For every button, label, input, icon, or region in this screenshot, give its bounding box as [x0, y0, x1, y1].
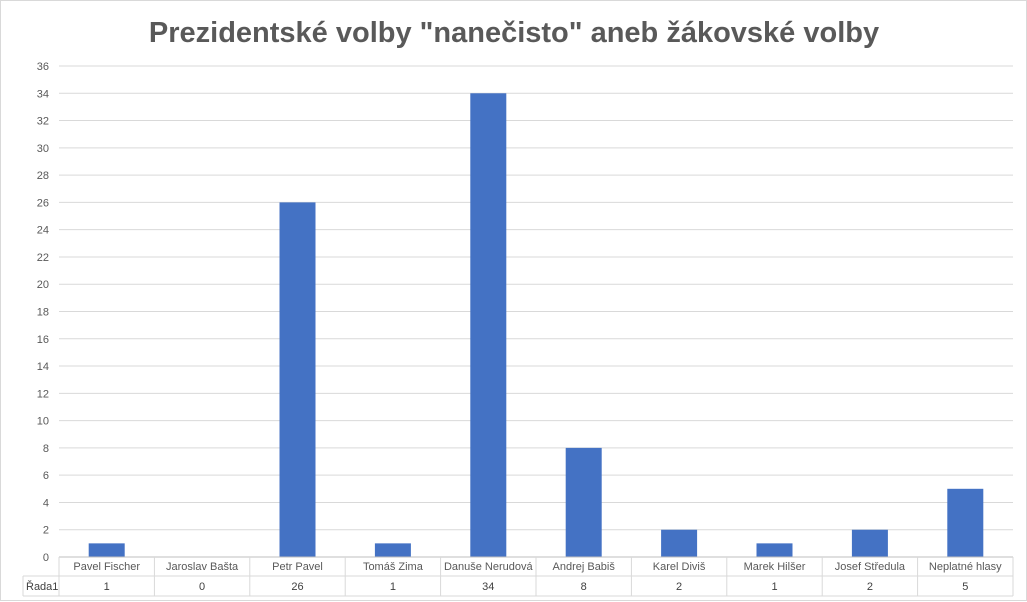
bar	[756, 543, 793, 557]
y-tick-label: 16	[37, 334, 49, 346]
bar	[851, 529, 888, 557]
category-label: Josef Středula	[835, 561, 906, 573]
bar	[947, 488, 984, 557]
category-label: Tomáš Zima	[363, 561, 424, 573]
bars	[88, 93, 984, 558]
bar	[88, 543, 125, 557]
y-tick-label: 20	[37, 279, 49, 291]
category-label: Neplatné hlasy	[929, 561, 1002, 573]
y-tick-label: 4	[43, 497, 49, 509]
table-value: 1	[771, 581, 777, 593]
category-label: Pavel Fischer	[73, 561, 140, 573]
y-tick-label: 30	[37, 143, 49, 155]
y-tick-label: 8	[43, 443, 49, 455]
y-tick-label: 32	[37, 116, 49, 128]
y-tick-label: 0	[43, 552, 49, 564]
category-label: Marek Hilšer	[744, 561, 806, 573]
y-tick-label: 10	[37, 416, 49, 428]
bar	[374, 543, 411, 557]
chart-title: Prezidentské volby "nanečisto" aneb žáko…	[149, 17, 879, 49]
category-label: Danuše Nerudová	[444, 561, 534, 573]
y-tick-label: 28	[37, 170, 49, 182]
y-tick-label: 34	[37, 88, 49, 100]
table-value: 5	[962, 581, 968, 593]
bar	[470, 93, 507, 558]
y-tick-label: 26	[37, 197, 49, 209]
y-tick-label: 14	[37, 361, 49, 373]
table-value: 1	[390, 581, 396, 593]
y-tick-label: 2	[43, 525, 49, 537]
table-value: 2	[867, 581, 873, 593]
bar	[661, 529, 698, 557]
table-value: 26	[291, 581, 303, 593]
table-value: 1	[104, 581, 110, 593]
y-tick-label: 24	[37, 225, 49, 237]
table-value: 34	[482, 581, 494, 593]
category-label: Jaroslav Bašta	[166, 561, 239, 573]
y-tick-label: 6	[43, 470, 49, 482]
table-value: 8	[581, 581, 587, 593]
series-name-label: Řada1	[26, 580, 58, 593]
table-value: 2	[676, 581, 682, 593]
table-value: 0	[199, 581, 205, 593]
category-label: Andrej Babiš	[553, 561, 616, 573]
y-tick-label: 22	[37, 252, 49, 264]
bar	[279, 202, 316, 557]
category-label: Petr Pavel	[272, 561, 323, 573]
data-table: Řada1 1 0 26 1 34 8 2 1 2 5	[22, 557, 1014, 597]
y-tick-label: 36	[37, 61, 49, 73]
category-label: Karel Diviš	[653, 561, 706, 573]
y-tick-label: 12	[37, 388, 49, 400]
category-labels: Pavel Fischer Jaroslav Bašta Petr Pavel Tom…	[73, 561, 1002, 573]
y-tick-label: 18	[37, 307, 49, 319]
bar	[565, 447, 602, 557]
gridlines	[59, 65, 1013, 531]
